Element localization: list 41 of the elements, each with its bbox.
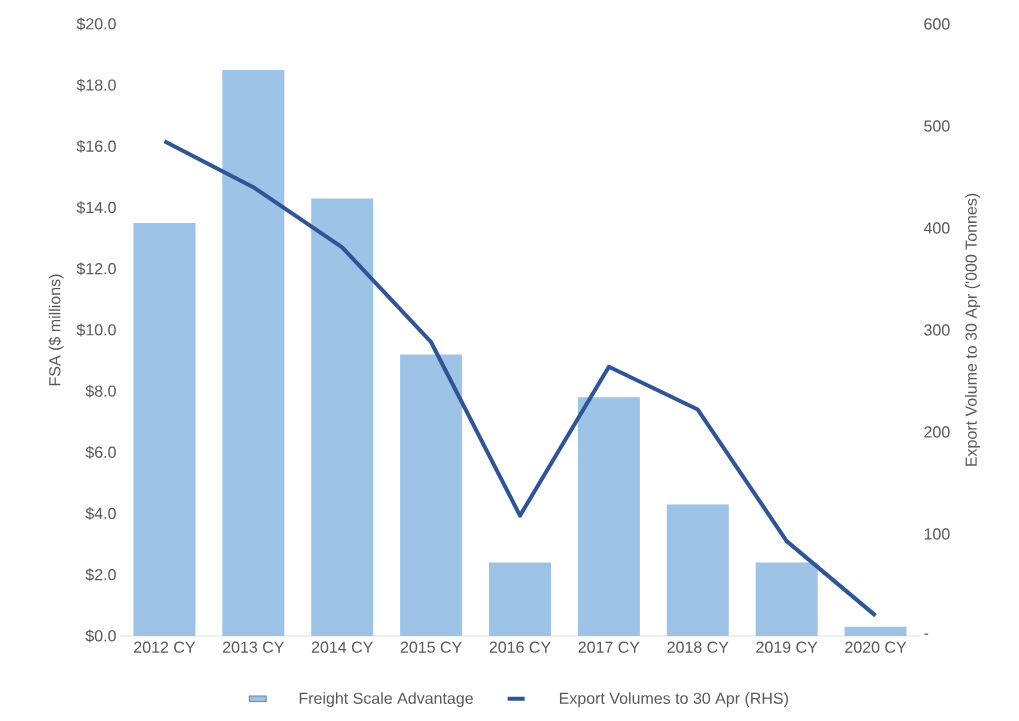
y2-tick-label: - bbox=[924, 633, 929, 635]
y2-tick-label: 200 bbox=[924, 426, 950, 438]
y-tick-label: $20.0 bbox=[76, 17, 116, 31]
y-axis-title: FSA ($ millions) bbox=[48, 274, 64, 386]
line-series bbox=[162, 139, 878, 618]
bar bbox=[577, 397, 640, 636]
y-tick-label: $16.0 bbox=[76, 139, 116, 153]
x-tick-label: 2016 CY bbox=[489, 641, 551, 653]
y2-tick-label: 500 bbox=[924, 120, 950, 132]
bar bbox=[222, 69, 285, 636]
x-tick-label: 2018 CY bbox=[667, 641, 729, 653]
y-tick-label: $12.0 bbox=[76, 262, 116, 276]
y-tick-label: $8.0 bbox=[85, 384, 116, 398]
bar bbox=[844, 626, 907, 636]
y-tick-label: $14.0 bbox=[76, 201, 116, 215]
x-tick-label: 2017 CY bbox=[578, 641, 640, 653]
x-tick-label: 2014 CY bbox=[311, 641, 373, 653]
y2-tick-label: 400 bbox=[923, 222, 950, 234]
y-tick-label: $10.0 bbox=[76, 323, 116, 337]
y-tick-label: $6.0 bbox=[85, 445, 116, 459]
bar bbox=[400, 354, 463, 636]
bar bbox=[133, 222, 196, 636]
bar bbox=[755, 562, 818, 636]
y-tick-label: $2.0 bbox=[85, 568, 116, 582]
legend-label: Freight Scale Advantage bbox=[299, 692, 473, 708]
y-tick-label: $0.0 bbox=[85, 629, 116, 643]
legend-label: Export Volumes to 30 Apr (RHS) bbox=[559, 692, 788, 708]
bar bbox=[489, 562, 551, 636]
y2-tick-label: 300 bbox=[924, 324, 950, 336]
bar bbox=[666, 504, 729, 636]
x-tick-label: 2015 CY bbox=[400, 641, 462, 653]
y2-tick-label: 600 bbox=[924, 18, 950, 30]
x-tick-label: 2019 CY bbox=[756, 641, 818, 653]
bar bbox=[311, 198, 374, 636]
x-tick-label: 2020 CY bbox=[845, 641, 907, 653]
x-tick-label: 2013 CY bbox=[223, 641, 285, 653]
y-tick-label: $4.0 bbox=[85, 507, 116, 521]
y2-tick-label: 100 bbox=[924, 528, 950, 540]
y-tick-label: $18.0 bbox=[76, 78, 116, 92]
y2-axis-title: Export Volume to 30 Apr ('000 Tonnes) bbox=[965, 193, 980, 466]
x-tick-label: 2012 CY bbox=[134, 641, 196, 653]
